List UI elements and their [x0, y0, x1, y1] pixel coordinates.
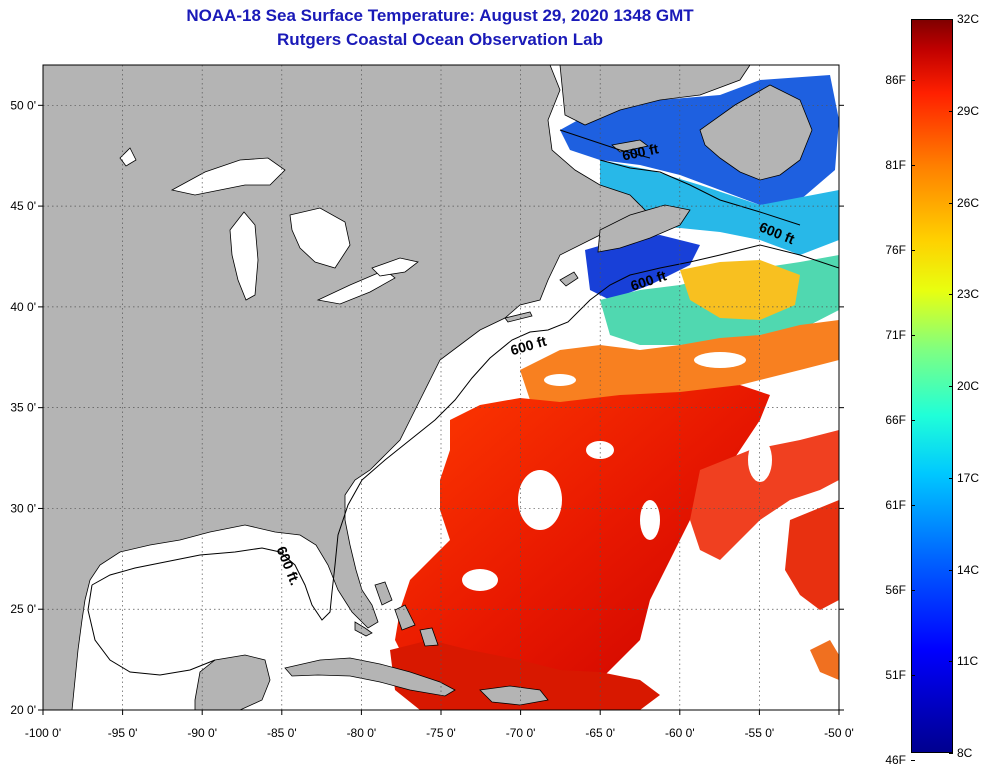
cloud-gap [748, 438, 772, 482]
lat-tick-label: 25 0' [10, 602, 36, 616]
colorbar-celsius-label: 11C [957, 654, 979, 669]
colorbar-tick [911, 335, 915, 337]
colorbar-fahrenheit-label: 76F [885, 243, 906, 258]
colorbar-tick [949, 386, 953, 387]
lat-tick-label: 20 0' [10, 703, 36, 717]
colorbar-tick [911, 674, 915, 676]
temperature-colorbar [911, 19, 953, 753]
lon-tick-label: -60 0' [665, 726, 695, 740]
lon-tick-label: -85 0' [267, 726, 297, 740]
lon-tick-label: -95 0' [108, 726, 138, 740]
colorbar-tick [911, 80, 915, 82]
colorbar-fahrenheit-label: 86F [885, 73, 906, 88]
lat-tick-label: 45 0' [10, 199, 36, 213]
land-bahamas [374, 581, 393, 606]
colorbar-celsius-label: 20C [957, 379, 980, 393]
land-anticosti [611, 139, 649, 153]
lake-michigan [229, 211, 259, 301]
land-cuba [284, 657, 456, 697]
colorbar-celsius-label: 17C [957, 470, 980, 485]
land-cape-cod [559, 271, 579, 287]
cloud-gap [694, 352, 746, 368]
lon-tick-label: -55 0' [745, 726, 775, 740]
lat-tick-label: 30 0' [10, 501, 36, 515]
lake-ontario [371, 257, 419, 277]
sst-data-layer [390, 75, 839, 710]
land-bahamas [394, 604, 416, 631]
lon-tick-label: -75 0' [426, 726, 456, 740]
sst-cool-patch [600, 160, 839, 255]
isobath-600ft [87, 129, 839, 676]
cloud-gap [640, 500, 660, 540]
colorbar-fahrenheit-label: 71F [885, 328, 906, 343]
colorbar-celsius-label: 29C [957, 103, 980, 118]
colorbar-celsius-label: 8C [957, 746, 973, 760]
colorbar-tick [949, 661, 953, 663]
great-lakes [119, 147, 419, 305]
lat-tick-label: 35 0' [10, 401, 36, 415]
colorbar-celsius-label: 26C [957, 195, 980, 210]
colorbar-tick [911, 504, 915, 506]
colorbar-tick [911, 589, 915, 591]
lon-tick-label: -100 0' [25, 726, 61, 740]
colorbar-tick [949, 753, 953, 754]
lake-superior [170, 157, 286, 196]
colorbar-tick [949, 19, 953, 20]
colorbar-tick [911, 250, 915, 252]
colorbar-celsius-label: 32C [957, 12, 980, 26]
sst-cold-patch-gulf-of-maine [585, 235, 700, 300]
colorbar-celsius-label: 14C [957, 562, 980, 577]
land-nova-scotia [597, 204, 691, 253]
lon-tick-label: -50 0' [824, 726, 854, 740]
lake-erie [316, 269, 396, 305]
colorbar-tick [911, 165, 915, 167]
colorbar-fahrenheit-label: 81F [885, 158, 906, 173]
colorbar-celsius-label: 23C [957, 287, 980, 302]
map-axes: -100 0' -95 0' -90 0' -85 0' -80 0' -75 0' -70… [10, 98, 853, 740]
colorbar-tick [949, 110, 953, 112]
land-long-island [504, 311, 533, 323]
lat-tick-label: 50 0' [10, 98, 36, 112]
lon-tick-label: -90 0' [187, 726, 217, 740]
colorbar-fahrenheit-label: 61F [885, 497, 906, 512]
lon-tick-label: -80 0' [347, 726, 377, 740]
land-florida-keys [354, 621, 373, 637]
sst-warm-patch [395, 385, 770, 705]
colorbar-fahrenheit-label: 51F [885, 667, 906, 682]
colorbar-fahrenheit-label: 46F [885, 752, 906, 767]
isobath-label: 600 ft [621, 140, 660, 163]
land-yucatan [194, 654, 271, 710]
lat-tick-label: 40 0' [10, 300, 36, 314]
colorbar-fahrenheit-label: 56F [885, 582, 906, 597]
land-newfoundland [699, 84, 813, 181]
cloud-gap [462, 569, 498, 591]
colorbar-tick [911, 419, 915, 421]
sst-warm-patch-caribbean [390, 640, 660, 710]
lake-huron [289, 207, 351, 269]
colorbar-fahrenheit-label: 66F [885, 412, 906, 427]
colorbar-tick [949, 569, 953, 571]
land-bahamas [419, 627, 439, 647]
cloud-gap [586, 441, 614, 459]
lon-tick-label: -65 0' [585, 726, 615, 740]
map-title: NOAA-18 Sea Surface Temperature: August … [186, 6, 694, 25]
sst-warm-patch-southeast [785, 500, 839, 610]
land-labrador [559, 65, 751, 126]
cloud-gap [544, 374, 576, 386]
cloud-gap [518, 470, 562, 530]
colorbar-tick [949, 477, 953, 479]
colorbar-tick [949, 202, 953, 204]
land-layer [43, 65, 813, 710]
colorbar-tick [911, 759, 915, 761]
land-hispaniola [479, 685, 549, 706]
sst-warm-patch-east [690, 430, 839, 560]
lake-winnipeg [119, 147, 137, 167]
lon-tick-label: -70 0' [506, 726, 536, 740]
map-subtitle: Rutgers Coastal Ocean Observation Lab [277, 30, 603, 49]
colorbar-tick [949, 294, 953, 296]
sst-warm-speck [810, 640, 839, 680]
sst-yellow-patch [680, 260, 800, 320]
